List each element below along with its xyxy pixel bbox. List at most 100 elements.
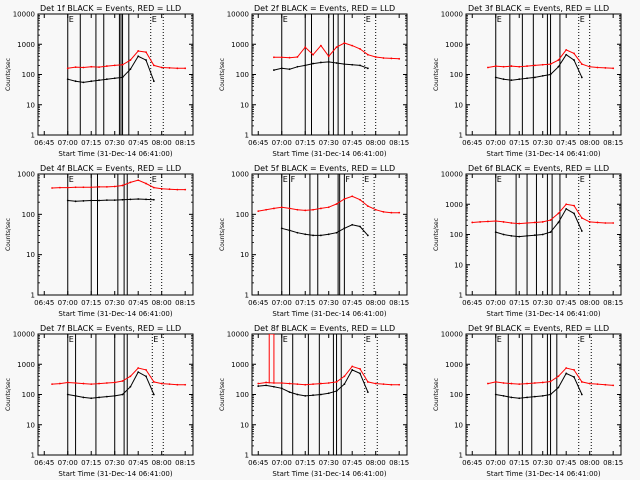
lld-spike [268, 334, 275, 384]
data-point-lld [549, 219, 552, 221]
y-tick-label: 100 [22, 391, 35, 399]
data-point-lld [137, 367, 140, 369]
y-axis-label: Counts/sec [219, 378, 226, 411]
y-axis-label: Counts/sec [433, 378, 440, 411]
x-tick-label: 07:00 [272, 139, 292, 147]
x-tick-label: 07:30 [533, 299, 553, 307]
data-point-lld [580, 381, 583, 383]
data-point-events [98, 79, 100, 82]
data-point-events [533, 76, 536, 79]
y-axis-label: Counts/sec [219, 58, 226, 91]
data-point-lld [152, 381, 155, 383]
y-tick-label: 10000 [13, 11, 35, 19]
data-point-lld [129, 375, 132, 378]
data-point-events [580, 393, 583, 396]
marker-flag: E [283, 175, 288, 184]
data-point-lld [573, 369, 575, 371]
data-point-events [280, 387, 283, 390]
chart-title: Det 8f BLACK = Events, RED = LLD [254, 324, 395, 333]
data-point-events [145, 59, 147, 61]
y-axis-label: Counts/sec [5, 218, 12, 251]
data-point-events [557, 65, 560, 68]
data-point-events [343, 63, 346, 66]
x-tick-label: 08:15 [603, 299, 623, 307]
y-tick-label: 10 [26, 421, 35, 429]
data-point-lld [518, 65, 521, 68]
y-axis-label: Counts/sec [433, 58, 440, 91]
data-point-events [541, 74, 544, 77]
series-line-lld [273, 42, 400, 60]
data-point-lld [343, 42, 346, 44]
data-point-lld [612, 384, 615, 387]
data-point-events [494, 76, 497, 79]
chart-panel-2: Det 2f BLACK = Events, RED = LLD Counts/s… [219, 4, 409, 158]
data-point-lld [351, 44, 354, 47]
data-point-events [121, 393, 124, 396]
data-point-events [565, 53, 568, 56]
x-tick-label: 08:15 [389, 139, 409, 147]
x-tick-label: 08:15 [603, 139, 623, 147]
marker-flag: E [69, 335, 74, 344]
x-tick-label: 08:00 [366, 459, 386, 467]
data-point-lld [312, 208, 314, 211]
data-point-events [319, 61, 322, 64]
data-point-lld [105, 65, 108, 67]
data-point-events [541, 233, 544, 236]
data-point-lld [604, 222, 607, 224]
marker-flag: F [291, 175, 296, 184]
x-tick-label: 07:00 [272, 299, 292, 307]
data-point-events [98, 396, 100, 399]
data-point-lld [74, 382, 77, 384]
data-point-lld [494, 220, 497, 222]
data-point-lld [327, 206, 330, 209]
x-tick-label: 07:45 [342, 139, 362, 147]
data-point-lld [398, 383, 401, 386]
series-line-events [281, 224, 369, 236]
series-line-events [495, 372, 583, 399]
x-tick-label: 07:30 [319, 299, 339, 307]
chart-title: Det 9f BLACK = Events, RED = LLD [468, 324, 609, 333]
data-point-lld [74, 66, 77, 69]
data-point-lld [327, 382, 330, 384]
marker-flag: E [69, 15, 74, 24]
y-tick-label: 1 [31, 132, 35, 140]
data-point-lld [518, 222, 521, 225]
data-point-lld [288, 382, 291, 385]
data-point-events [82, 396, 85, 399]
data-point-lld [113, 381, 116, 384]
data-point-lld [335, 381, 338, 383]
y-axis-label: Counts/sec [5, 58, 12, 91]
data-point-events [273, 385, 275, 388]
data-point-events [351, 223, 354, 226]
data-point-events [74, 80, 77, 83]
data-point-lld [588, 382, 591, 385]
data-point-lld [113, 64, 116, 67]
x-tick-label: 08:00 [580, 299, 600, 307]
data-point-lld [168, 67, 171, 69]
data-point-lld [557, 375, 560, 378]
data-point-events [152, 198, 155, 201]
data-point-events [580, 76, 583, 79]
data-point-lld [257, 382, 260, 385]
x-tick-label: 07:00 [486, 139, 506, 147]
x-tick-label: 07:45 [342, 299, 362, 307]
x-tick-label: 08:00 [152, 299, 172, 307]
data-point-events [296, 65, 299, 68]
marker-flag: E [283, 335, 288, 344]
chart-title: Det 2f BLACK = Events, RED = LLD [254, 4, 395, 13]
y-tick-label: 1000 [445, 41, 463, 49]
data-point-lld [137, 50, 140, 52]
data-point-lld [366, 381, 369, 383]
plot-frame [37, 13, 194, 136]
data-point-events [565, 208, 568, 210]
y-tick-label: 1000 [17, 171, 35, 179]
x-axis-label: Start Time (31-Dec-14 06:41:00) [486, 470, 600, 478]
data-point-lld [304, 383, 307, 386]
data-point-events [98, 199, 100, 202]
x-tick-label: 07:15 [81, 139, 101, 147]
data-point-events [557, 221, 560, 224]
chart-panel-9: Det 9f BLACK = Events, RED = LLD Counts/s… [433, 324, 623, 478]
y-tick-label: 100 [450, 231, 463, 239]
data-point-lld [494, 381, 497, 383]
x-tick-label: 07:30 [105, 139, 125, 147]
